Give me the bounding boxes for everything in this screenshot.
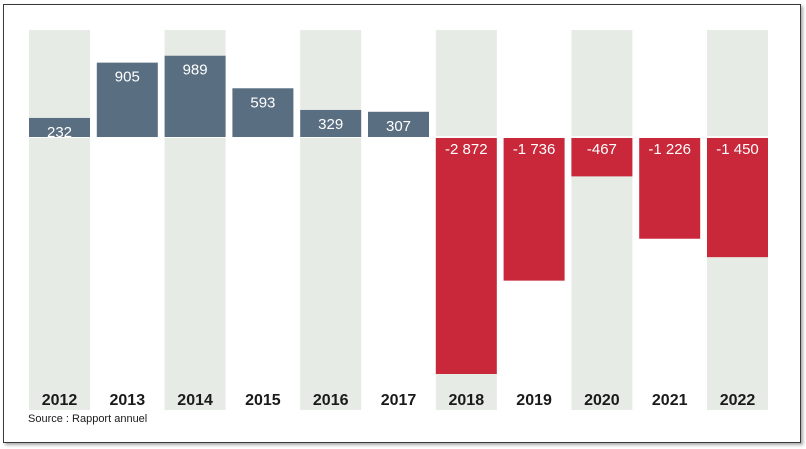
bar xyxy=(29,117,90,137)
x-tick-label: 2019 xyxy=(516,392,552,409)
x-tick-label: 2012 xyxy=(42,392,78,409)
x-tick-label: 2017 xyxy=(381,392,417,409)
column-band xyxy=(29,30,90,410)
x-tick-label: 2015 xyxy=(245,392,281,409)
x-tick-label: 2013 xyxy=(110,392,146,409)
value-label: -1 450 xyxy=(716,141,759,158)
bar xyxy=(571,138,633,177)
value-label: 989 xyxy=(183,62,208,79)
x-tick-label: 2021 xyxy=(652,392,688,409)
x-tick-label: 2022 xyxy=(720,392,756,409)
value-label: 905 xyxy=(115,69,140,86)
value-label: -467 xyxy=(587,141,617,158)
bar xyxy=(639,138,701,239)
bar xyxy=(164,55,226,137)
bar xyxy=(96,62,158,137)
bar xyxy=(707,138,768,258)
column-band xyxy=(300,30,362,410)
x-tick-label: 2014 xyxy=(177,392,213,409)
x-tick-label: 2018 xyxy=(449,392,485,409)
value-label: -2 872 xyxy=(445,141,488,158)
value-label: 232 xyxy=(47,124,72,141)
bar xyxy=(435,138,497,374)
x-tick-label: 2020 xyxy=(584,392,620,409)
bar xyxy=(232,88,294,137)
x-tick-label: 2016 xyxy=(313,392,349,409)
value-label: 593 xyxy=(250,94,275,111)
bar xyxy=(368,111,429,137)
column-band xyxy=(571,30,633,410)
bar xyxy=(503,138,565,281)
value-label: 329 xyxy=(318,116,343,133)
value-label: 307 xyxy=(386,118,411,135)
value-label: -1 226 xyxy=(648,141,691,158)
value-label: -1 736 xyxy=(513,141,556,158)
chart-source: Source : Rapport annuel xyxy=(28,413,148,425)
bar xyxy=(300,109,362,137)
